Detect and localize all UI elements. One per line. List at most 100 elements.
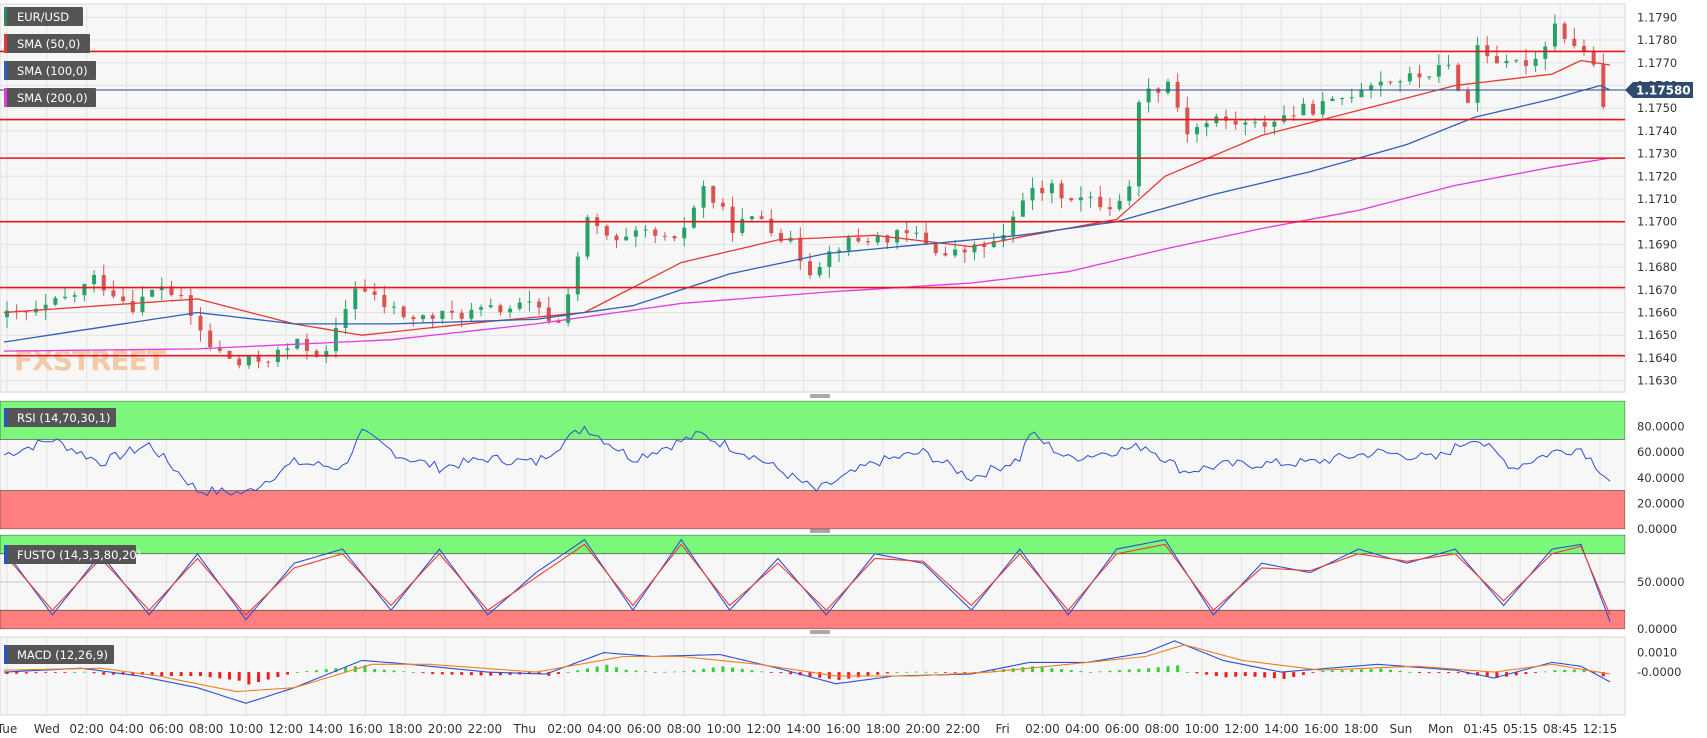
x-tick-label: 20:00 (906, 722, 941, 736)
candle-body (575, 256, 580, 295)
x-tick-label: 06:00 (149, 722, 184, 736)
legend-macd: MACD (12,26,9) (4, 645, 114, 664)
y-tick-label: 1.1650 (1637, 328, 1677, 342)
x-tick-label: 08:00 (1145, 722, 1180, 736)
stochastic-d-line (3, 543, 1611, 616)
macd-histogram-bar (924, 671, 928, 673)
candle-body (972, 244, 977, 253)
y-tick-label: 80.0000 (1637, 420, 1685, 434)
x-tick-label: 12:15 (1583, 722, 1618, 736)
candle (498, 303, 503, 316)
macd-histogram-bar (1553, 670, 1557, 673)
candle-body (401, 306, 406, 317)
candle-body (440, 310, 445, 319)
candle (324, 345, 329, 364)
candle-body (1136, 102, 1141, 187)
candle (391, 301, 396, 315)
macd-histogram-bar (934, 672, 938, 673)
x-tick-label: 18:00 (866, 722, 901, 736)
candle (914, 226, 919, 239)
macd-histogram-bar (1398, 670, 1402, 673)
sma-200-line (3, 157, 1611, 352)
macd-histogram-bar (760, 671, 764, 673)
macd-panel (0, 636, 1626, 716)
candle-body (1088, 196, 1093, 198)
candle (1523, 48, 1528, 75)
macd-histogram-bar (324, 669, 328, 673)
candle (827, 245, 832, 278)
macd-histogram-bar (460, 672, 464, 675)
panel-splitter[interactable] (810, 529, 830, 533)
candle (82, 283, 87, 302)
macd-histogram-bar (634, 670, 638, 673)
macd-histogram-bar (34, 672, 38, 674)
macd-histogram-bar (208, 672, 212, 678)
macd-histogram-bar (392, 670, 396, 673)
macd-histogram-bar (1485, 672, 1489, 677)
macd-histogram-bar (1098, 671, 1102, 673)
candle-body (101, 274, 106, 291)
candle-body (1398, 81, 1403, 83)
x-tick-label: Thu (512, 722, 536, 736)
candle-body (991, 241, 996, 248)
candle-body (1407, 73, 1412, 82)
candle (1059, 179, 1064, 209)
candle-body (682, 227, 687, 239)
panel-splitter[interactable] (810, 394, 830, 398)
candle (953, 240, 958, 258)
candle-body (924, 232, 929, 244)
macd-histogram-bar (1321, 670, 1325, 673)
x-tick-label: 12:00 (746, 722, 781, 736)
candle (962, 246, 967, 263)
candle (63, 287, 68, 300)
candle (469, 302, 474, 322)
candle (1591, 46, 1596, 68)
candle (1572, 28, 1577, 49)
candle-body (1030, 187, 1035, 201)
y-tick-label: 50.0000 (1637, 575, 1685, 589)
candle (450, 300, 455, 320)
candle (411, 315, 416, 327)
macd-histogram-bar (895, 672, 899, 673)
candle-body (527, 301, 532, 303)
macd-histogram-bar (160, 672, 164, 676)
candle-body (720, 202, 725, 207)
candle (817, 261, 822, 278)
candle-body (691, 207, 696, 228)
macd-histogram-bar (914, 671, 918, 673)
candle (121, 287, 126, 305)
candle-body (362, 288, 367, 292)
macd-histogram-bar (479, 672, 483, 676)
candle (169, 280, 174, 297)
x-tick-label: 08:00 (189, 722, 224, 736)
legend-instrument-bg (4, 7, 83, 26)
legend-macd-bg (4, 645, 114, 664)
legend-rsi-bg (4, 408, 116, 427)
y-tick-label: 0.0000 (1637, 522, 1677, 536)
candle (1040, 180, 1045, 201)
candle (1427, 75, 1432, 80)
macd-histogram-bar (1166, 666, 1170, 673)
candle-body (24, 311, 29, 313)
candle-body (450, 310, 455, 313)
panel-splitter[interactable] (810, 630, 830, 634)
macd-histogram-bar (692, 670, 696, 673)
candle (1194, 123, 1199, 143)
macd-histogram-bar (1369, 668, 1373, 673)
candle (759, 210, 764, 221)
candle (53, 296, 58, 307)
candle-body (633, 230, 638, 237)
candle-body (1572, 38, 1577, 46)
candle-body (1562, 23, 1567, 39)
x-tick-label: 02:00 (69, 722, 104, 736)
candle (1204, 119, 1209, 137)
candle (1088, 191, 1093, 208)
candle (372, 283, 377, 301)
candle-body (237, 358, 242, 366)
candle (1291, 106, 1296, 122)
macd-histogram-bar (198, 672, 202, 676)
macd-histogram-bar (266, 672, 270, 680)
macd-histogram-bar (247, 672, 251, 685)
macd-histogram-bar (644, 671, 648, 673)
y-tick-label: 1.1670 (1637, 283, 1677, 297)
